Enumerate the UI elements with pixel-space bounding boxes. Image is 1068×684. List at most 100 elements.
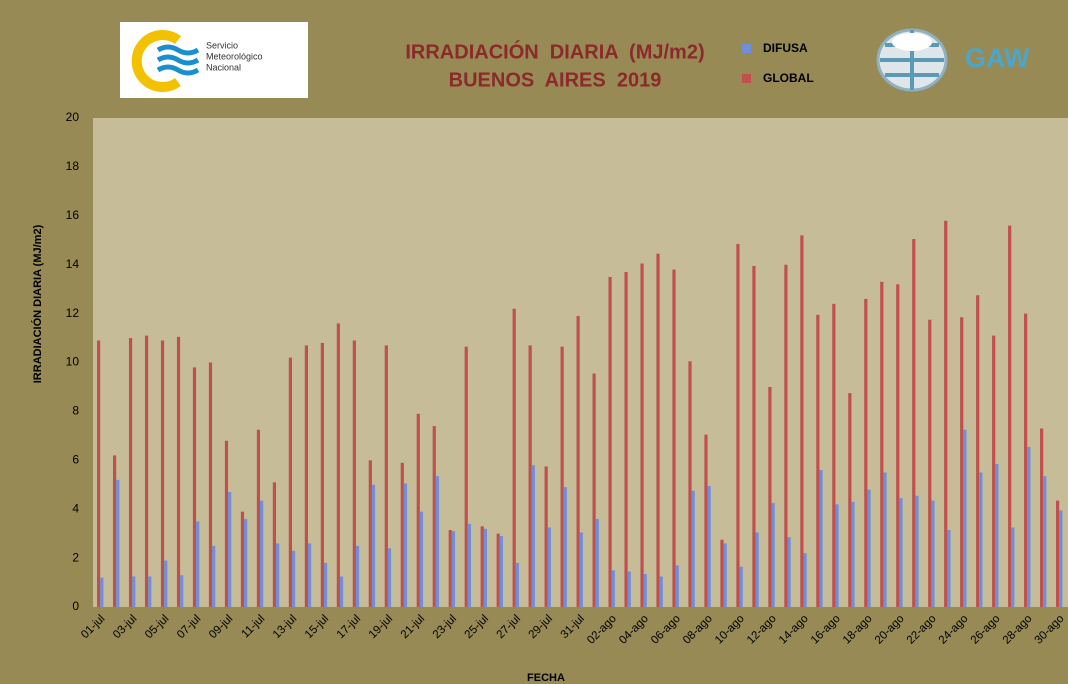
- gaw-text: GAW: [965, 43, 1030, 73]
- y-tick-label: 16: [66, 208, 80, 222]
- bar: [1056, 500, 1060, 607]
- bar: [451, 531, 456, 607]
- bar: [1059, 510, 1063, 607]
- legend-swatch: [742, 74, 751, 83]
- bar: [624, 272, 628, 607]
- bar: [739, 566, 743, 607]
- bar: [352, 340, 356, 607]
- bar: [752, 265, 756, 607]
- gaw-logo: GAW: [876, 28, 1030, 92]
- x-tick-label: 07-jul: [175, 613, 203, 641]
- bar: [100, 577, 104, 607]
- bar: [228, 492, 232, 607]
- bar: [531, 465, 535, 607]
- plot-area: [93, 118, 1068, 607]
- y-tick-label: 6: [72, 452, 79, 466]
- bar: [212, 545, 216, 607]
- x-tick-label: 04-ago: [617, 613, 651, 647]
- y-tick-label: 0: [72, 599, 79, 613]
- bar: [835, 504, 839, 607]
- bar: [691, 490, 695, 607]
- logo-waves: [156, 44, 200, 76]
- x-tick-label: 01-jul: [79, 613, 107, 641]
- bar: [336, 323, 340, 607]
- bar: [307, 543, 312, 607]
- y-tick-label: 2: [72, 550, 79, 564]
- bar: [176, 336, 181, 607]
- bar: [512, 308, 516, 607]
- bar: [640, 263, 644, 607]
- bar: [675, 565, 679, 607]
- x-tick-label: 31-jul: [559, 613, 587, 641]
- bar: [659, 576, 663, 607]
- bar: [1008, 225, 1012, 607]
- x-tick-label: 12-ago: [745, 613, 779, 647]
- bar: [368, 460, 372, 607]
- bar: [339, 576, 344, 607]
- x-tick-label: 18-ago: [841, 613, 875, 647]
- bar: [803, 553, 807, 607]
- bar: [704, 434, 708, 607]
- y-tick-label: 4: [72, 501, 79, 515]
- bar: [928, 319, 932, 607]
- bar: [643, 573, 647, 607]
- bar: [912, 239, 916, 607]
- y-tick-label: 18: [66, 159, 80, 173]
- x-tick-label: 25-jul: [463, 613, 491, 641]
- bar: [467, 523, 472, 607]
- bar: [768, 386, 772, 607]
- bar: [400, 462, 404, 607]
- bar: [931, 500, 935, 607]
- bar: [979, 472, 983, 607]
- bar: [800, 235, 804, 608]
- bar: [611, 570, 615, 607]
- bar: [720, 539, 724, 607]
- bar: [371, 484, 376, 607]
- x-tick-label: 23-jul: [431, 613, 459, 641]
- bar: [355, 545, 360, 607]
- bar: [1027, 446, 1031, 607]
- chart-subtitle: BUENOS AIRES 2019: [449, 69, 662, 91]
- bar: [224, 440, 229, 607]
- bar: [976, 295, 980, 607]
- x-tick-label: 26-ago: [969, 613, 1003, 647]
- bar: [288, 357, 293, 607]
- x-tick-label: 09-jul: [207, 613, 235, 641]
- x-tick-label: 22-ago: [905, 613, 939, 647]
- y-tick-label: 8: [72, 404, 79, 418]
- bar: [1011, 527, 1015, 607]
- bar: [180, 575, 184, 607]
- bar: [272, 482, 277, 607]
- bar: [880, 281, 884, 607]
- logo-c: [131, 30, 181, 92]
- x-tick-label: 06-ago: [649, 613, 683, 647]
- bar: [896, 284, 900, 607]
- x-tick-label: 05-jul: [143, 613, 171, 641]
- y-tick-label: 14: [66, 257, 80, 271]
- x-tick-label: 30-ago: [1033, 613, 1067, 647]
- bar: [116, 479, 120, 607]
- bar: [560, 346, 564, 607]
- bar: [304, 345, 308, 607]
- bar: [112, 455, 117, 607]
- bar: [771, 503, 775, 607]
- bar: [164, 560, 168, 607]
- legend-label: GLOBAL: [763, 71, 814, 85]
- bar: [276, 543, 280, 607]
- bar: [323, 562, 328, 607]
- x-tick-label: 28-ago: [1001, 613, 1035, 647]
- bar: [915, 495, 919, 607]
- y-tick-label: 12: [66, 306, 80, 320]
- bar: [563, 487, 567, 607]
- bar: [387, 548, 392, 607]
- bar: [419, 511, 424, 607]
- x-tick-label: 14-ago: [777, 613, 811, 647]
- bar: [864, 298, 868, 607]
- bar: [244, 518, 248, 607]
- logo-text: Servicio: [206, 40, 238, 50]
- bar: [755, 532, 759, 607]
- bar: [848, 393, 852, 607]
- bar: [787, 537, 791, 607]
- bar: [1024, 313, 1028, 607]
